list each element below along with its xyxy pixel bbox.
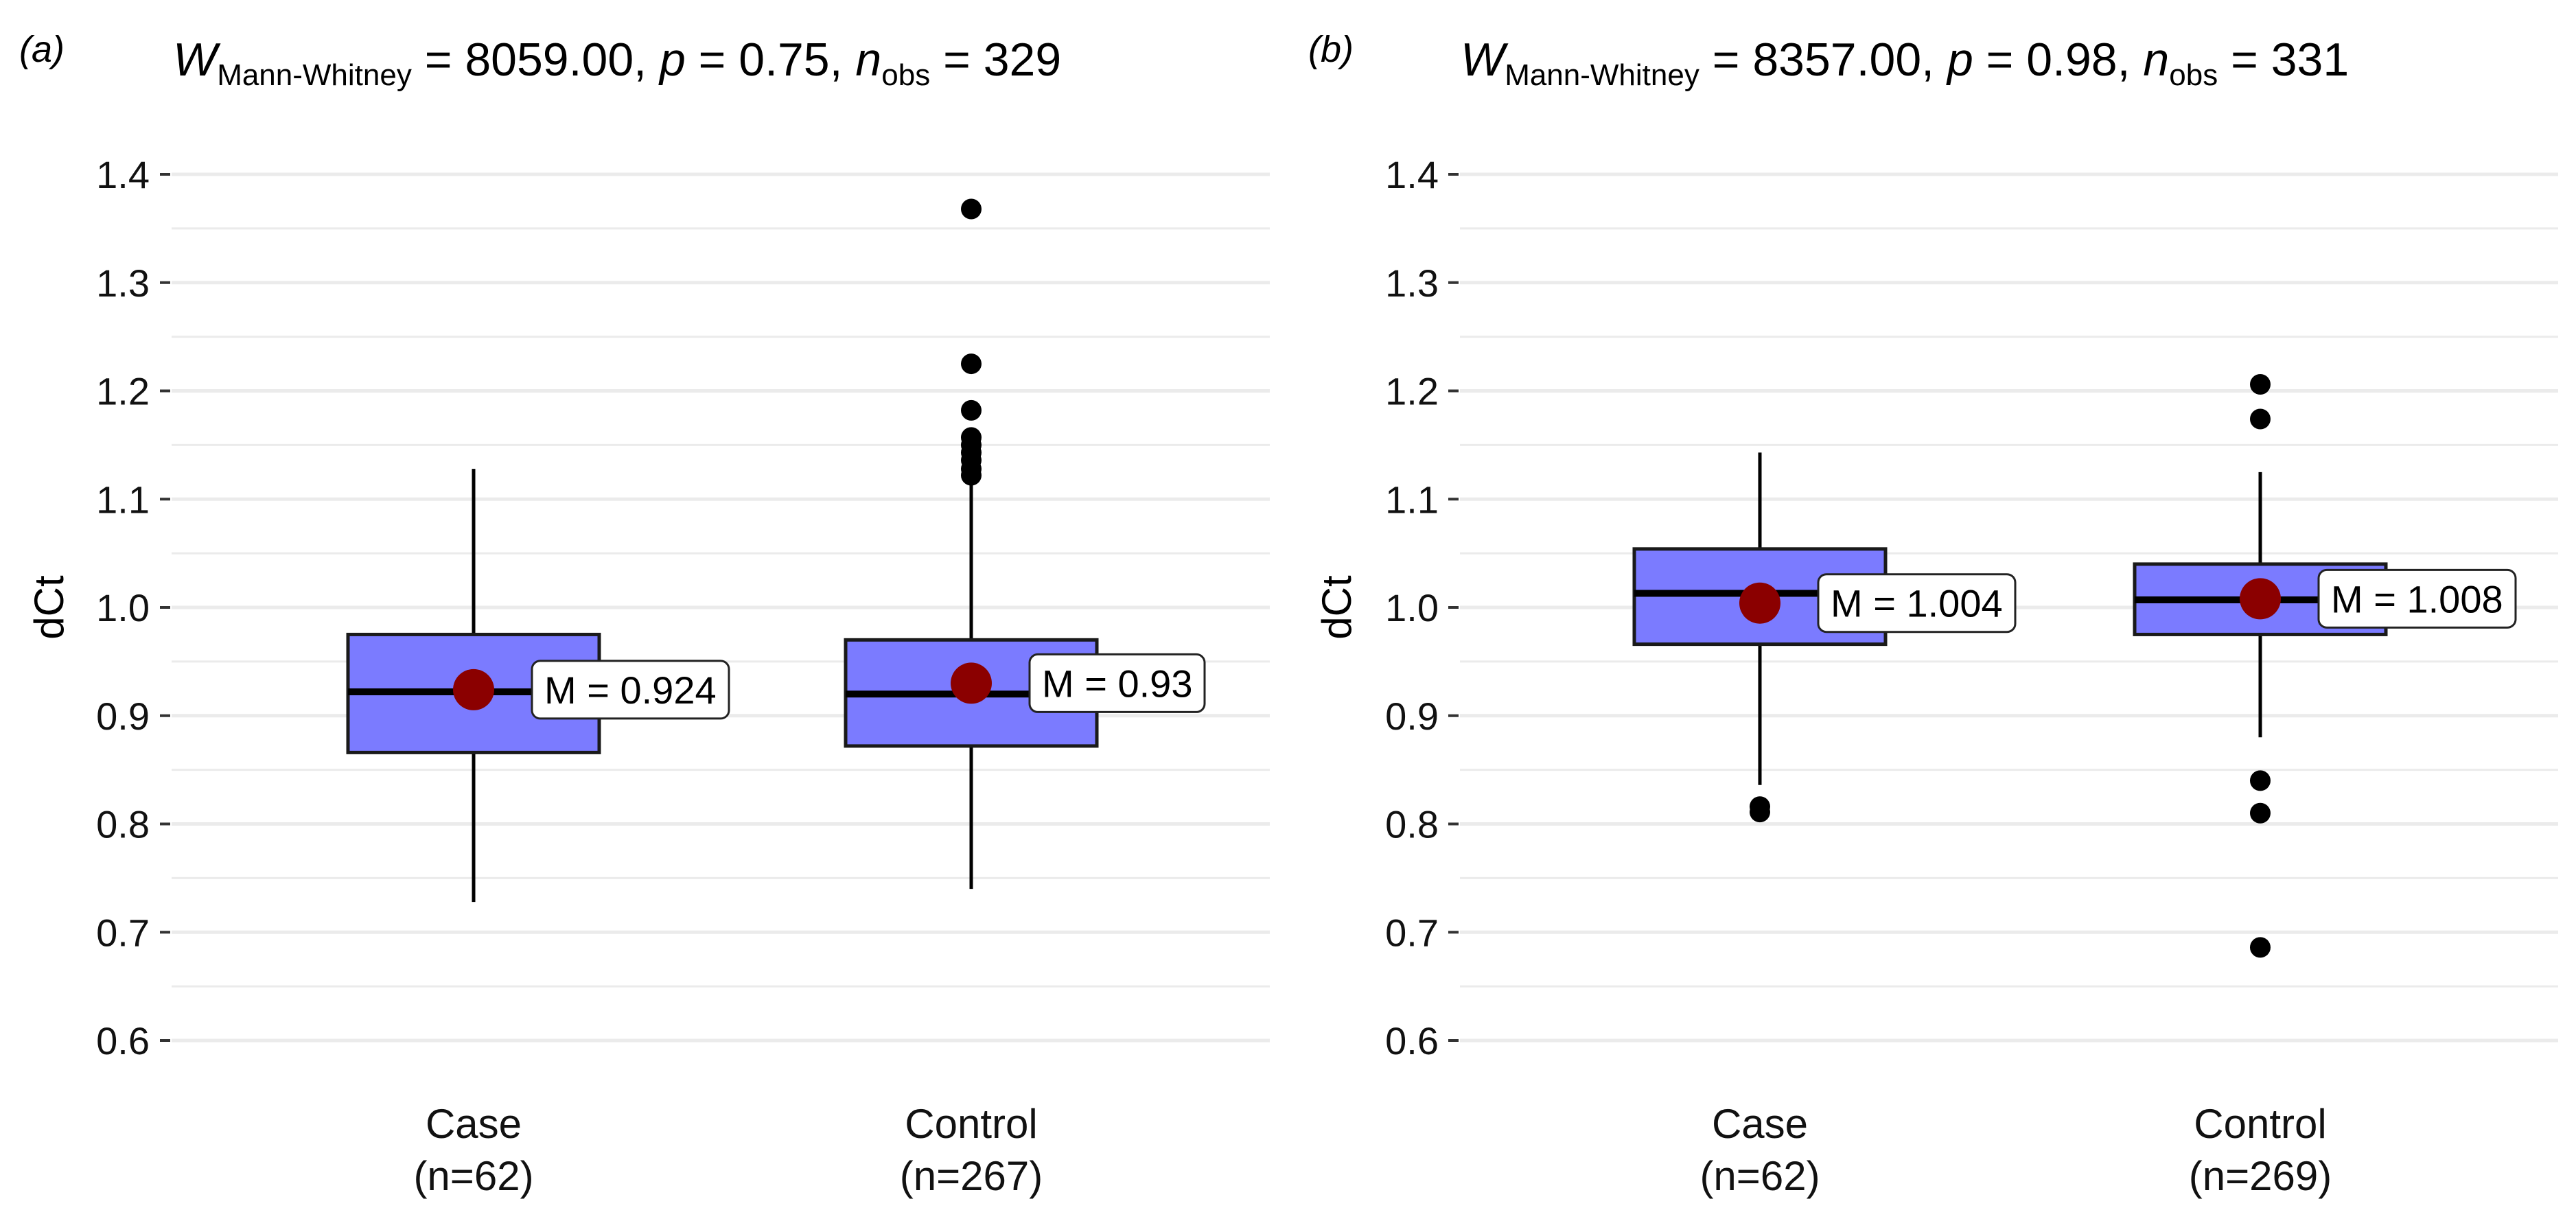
y-tick-label: 0.7 (1385, 911, 1439, 954)
mean-label-box (1028, 653, 1206, 713)
outlier-point (961, 353, 982, 375)
y-tick-label: 1.3 (96, 261, 150, 305)
mean-label-text: M = 1.008 (2331, 577, 2503, 620)
x-category-label: Case (426, 1101, 522, 1147)
panel-letter: (a) (19, 29, 65, 70)
panel-a: 0.6 0.7 0.8 0.9 1.0 1.1 1.2 1.3 1.4 dCt (a) WMann-W… (19, 29, 1270, 1199)
title-p-symbol: p (658, 34, 686, 86)
mean-label: M = 0.93 (1028, 653, 1206, 713)
outlier-point (2250, 770, 2271, 791)
outlier-point (1750, 802, 1770, 823)
title-stat-value: = 8059.00, (412, 34, 660, 86)
outlier-point (2250, 937, 2271, 958)
mean-point (951, 662, 992, 704)
title-stat-symbol: W (1461, 34, 1509, 86)
title-n-subscript: obs (881, 58, 930, 92)
box-group-case: M = 0.924 (346, 469, 730, 903)
y-tick-label: 1.1 (96, 478, 150, 521)
y-tick-label: 1.0 (1385, 586, 1439, 629)
outlier-point (961, 198, 982, 220)
title-stat-subscript: Mann-Whitney (1505, 58, 1699, 92)
y-tick-label: 1.3 (1385, 261, 1439, 305)
y-axis-title: dCt (1314, 575, 1360, 640)
outlier-point (2250, 802, 2271, 824)
box-group-control: M = 1.008 (2133, 374, 2517, 958)
y-tick-label: 1.0 (96, 586, 150, 629)
x-category-label: Case (1712, 1101, 1808, 1147)
box-group-case: M = 1.004 (1632, 452, 2017, 823)
y-tick-label: 0.6 (1385, 1019, 1439, 1062)
x-category-n-label: (n=62) (1699, 1153, 1820, 1199)
title-stat-symbol: W (173, 34, 221, 86)
title-n-value: = 331 (2218, 34, 2349, 86)
y-tick-label: 1.2 (96, 370, 150, 413)
y-axis-title: dCt (26, 575, 72, 640)
x-category-n-label: (n=267) (900, 1153, 1043, 1199)
title-p-value: = 0.98, (1973, 34, 2144, 86)
y-tick-label: 0.9 (96, 695, 150, 738)
panel-b: 0.6 0.7 0.8 0.9 1.0 1.1 1.2 1.3 1.4 dCt (b) WMann-W… (1308, 29, 2558, 1199)
chart-title: WMann-Whitney = 8357.00, p = 0.98, nobs … (1461, 34, 2349, 92)
mean-point (2240, 578, 2281, 620)
title-n-symbol: n (855, 34, 881, 86)
x-category-n-label: (n=62) (413, 1153, 533, 1199)
mean-label-text: M = 0.93 (1042, 662, 1192, 705)
mean-label-text: M = 0.924 (544, 668, 717, 712)
y-tick-label: 1.1 (1385, 478, 1439, 521)
chart-title: WMann-Whitney = 8059.00, p = 0.75, nobs … (173, 34, 1061, 92)
title-n-value: = 329 (930, 34, 1061, 86)
y-tick-label: 1.4 (96, 153, 150, 196)
mean-label: M = 1.004 (1817, 573, 2017, 633)
x-category-label: Control (905, 1101, 1037, 1147)
outlier-point (2250, 408, 2271, 430)
box-group-control: M = 0.93 (844, 198, 1206, 889)
mean-label-box (1817, 573, 2017, 633)
title-stat-value: = 8357.00, (1699, 34, 1947, 86)
y-tick-label: 1.4 (1385, 153, 1439, 196)
mean-point (1739, 582, 1780, 624)
mean-label-text: M = 1.004 (1831, 582, 2003, 625)
outlier-point (961, 465, 982, 486)
title-n-symbol: n (2143, 34, 2169, 86)
mean-label-box (531, 660, 730, 720)
y-tick-label: 0.8 (1385, 803, 1439, 846)
y-tick-label: 0.9 (1385, 695, 1439, 738)
y-tick-label: 0.6 (96, 1019, 150, 1062)
outlier-point (961, 399, 982, 421)
y-tick-label: 0.7 (96, 911, 150, 954)
title-stat-subscript: Mann-Whitney (217, 58, 412, 92)
title-p-value: = 0.75, (686, 34, 856, 86)
y-tick-label: 1.2 (1385, 370, 1439, 413)
mean-label: M = 1.008 (2317, 568, 2517, 629)
x-category-n-label: (n=269) (2189, 1153, 2332, 1199)
y-tick-label: 0.8 (96, 803, 150, 846)
title-n-subscript: obs (2169, 58, 2218, 92)
mean-point (453, 668, 494, 710)
title-p-symbol: p (1946, 34, 1973, 86)
mean-label: M = 0.924 (531, 660, 730, 720)
mean-label-box (2317, 568, 2517, 629)
x-category-label: Control (2194, 1101, 2326, 1147)
panel-letter: (b) (1308, 29, 1354, 70)
outlier-point (2250, 374, 2271, 395)
